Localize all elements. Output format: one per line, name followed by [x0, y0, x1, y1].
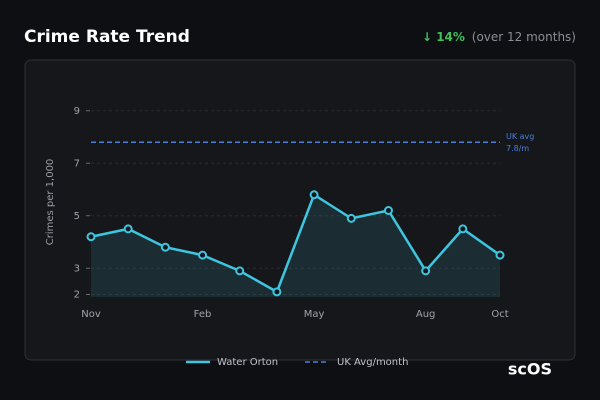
y-tick-label: 7 — [74, 158, 80, 169]
series-line — [90, 193, 501, 294]
data-point — [123, 224, 133, 234]
data-point — [86, 232, 96, 242]
y-tick-label: 3 — [74, 263, 80, 274]
x-tick-label: Aug — [416, 309, 436, 320]
y-tick-label: 9 — [74, 106, 80, 117]
x-tick-label: Nov — [81, 309, 101, 320]
x-tick-label: May — [304, 309, 325, 320]
change-summary: ↓ 14% (over 12 months) — [422, 30, 576, 44]
y-tick-label: 2 — [74, 290, 80, 301]
plot: 2 3 5 7 9 Nov Feb May Aug Oct UK avg 7.8/m Water Ort… — [74, 106, 535, 368]
data-point — [421, 266, 431, 276]
data-point — [198, 250, 208, 260]
card — [24, 59, 576, 361]
data-point — [160, 242, 170, 252]
data-point — [458, 224, 468, 234]
chart-title: Crime Rate Trend — [24, 27, 190, 47]
data-point — [495, 250, 505, 260]
data-point — [235, 266, 245, 276]
y-tick-label: 5 — [74, 211, 80, 222]
x-tick-label: Oct — [491, 309, 508, 320]
change-label: ↓ 14% — [422, 30, 465, 44]
change-note: (over 12 months) — [472, 30, 576, 44]
data-point — [272, 287, 282, 297]
legend-label: UK Avg/month — [337, 357, 408, 368]
x-tick-label: Feb — [194, 309, 212, 320]
data-point — [383, 206, 393, 215]
data-point — [346, 213, 356, 223]
legend-label: Water Orton — [217, 357, 278, 368]
reference-label: 7.8/m — [506, 144, 529, 153]
logo: scOS — [508, 360, 552, 379]
data-point — [309, 190, 319, 200]
reference-label: UK avg — [506, 132, 534, 141]
y-axis-label: Crimes per 1,000 — [45, 159, 56, 246]
